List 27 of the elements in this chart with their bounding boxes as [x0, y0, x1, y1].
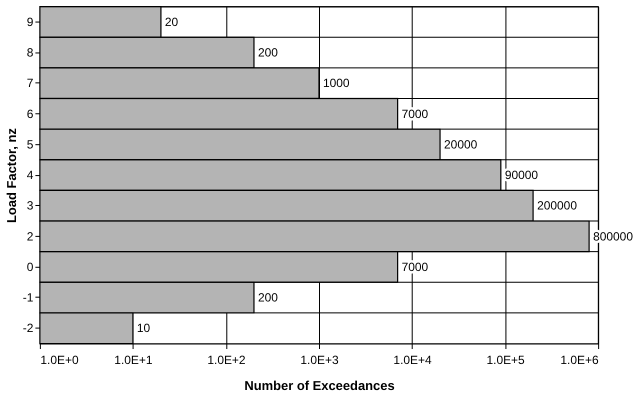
data-label: 200000: [537, 198, 578, 213]
y-tick-label: 4: [26, 168, 34, 182]
y-tick-label: 3: [26, 198, 34, 213]
data-label: 200: [258, 46, 278, 60]
x-tick-label: 1.0E+2: [207, 352, 246, 367]
x-tick-label: 1.0E+0: [40, 352, 79, 367]
x-tick-label: 1.0E+4: [393, 352, 432, 367]
data-label: 10: [136, 321, 151, 336]
y-tick-label: -1: [22, 290, 34, 305]
y-tick-label: 5: [26, 137, 34, 152]
data-label: 200: [258, 290, 278, 305]
x-tick-label: 1.0E+6: [560, 352, 599, 367]
x-tick-label: 1.0E+5: [486, 352, 526, 367]
x-tick-label: 1.0E+3: [300, 352, 339, 367]
x-axis-title: Number of Exceedances: [244, 378, 395, 393]
data-label: 20000: [444, 137, 478, 152]
y-tick-label: 9: [26, 14, 34, 29]
x-tick-label: 1.0E+1: [114, 352, 153, 367]
y-tick-label: -2: [22, 321, 34, 336]
data-label: 1000: [322, 76, 350, 90]
y-tick-label: 0: [26, 260, 34, 274]
y-tick-label: 2: [26, 229, 34, 244]
y-tick-label: 8: [26, 46, 34, 60]
y-axis-title: Load Factor, nz: [4, 128, 19, 224]
y-tick-label: 6: [26, 106, 34, 121]
data-label: 20: [164, 14, 179, 29]
y-tick-label: 7: [26, 76, 34, 90]
